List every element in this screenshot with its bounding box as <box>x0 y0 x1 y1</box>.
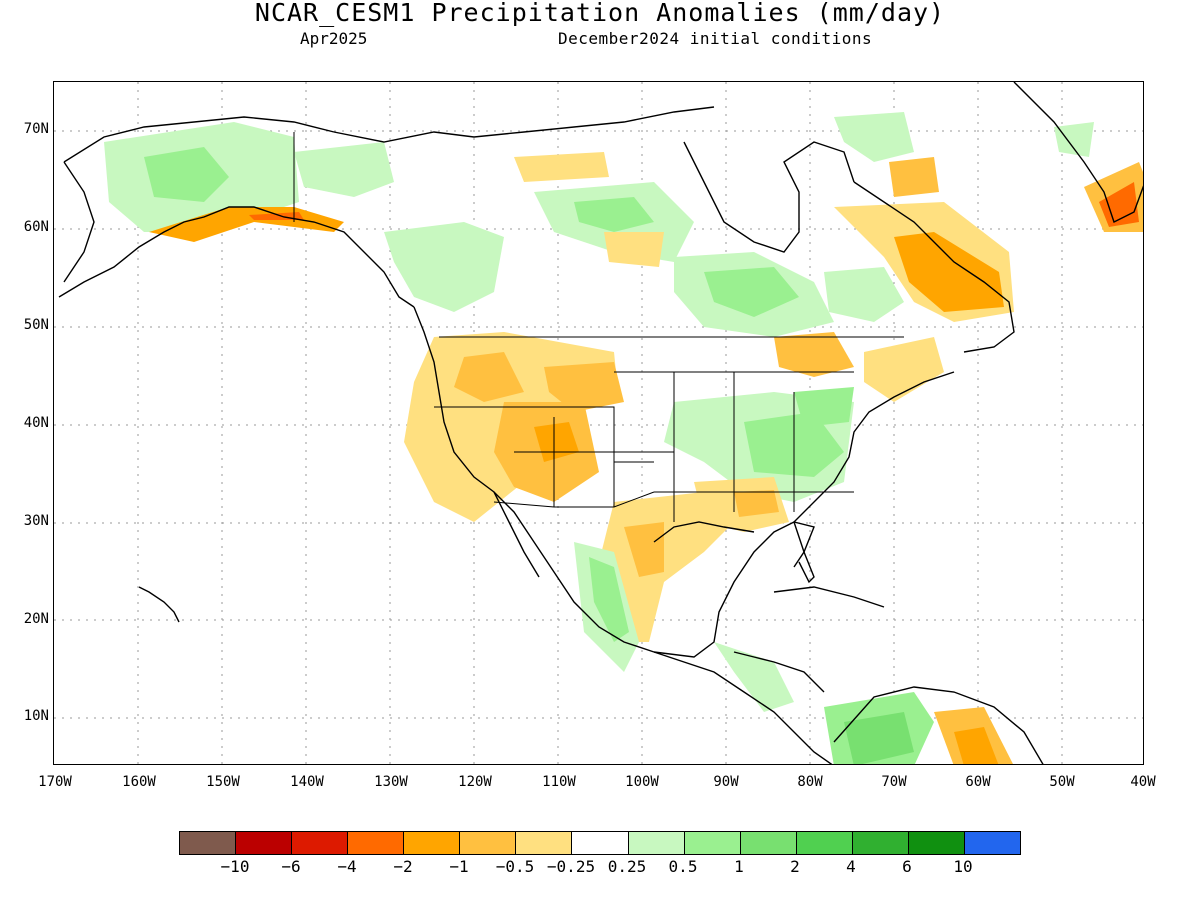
colorbar-label: 1 <box>734 857 744 876</box>
colorbar-label: −1 <box>449 857 469 876</box>
colorbar-swatch <box>460 832 517 854</box>
lat-label-30n: 30N <box>23 513 49 529</box>
colorbar-swatch <box>180 832 237 854</box>
lon-label-70w: 70W <box>881 774 907 790</box>
lon-label-170w: 170W <box>38 774 72 790</box>
initial-conditions: December2024 initial conditions <box>558 29 873 48</box>
lon-label-110w: 110W <box>542 774 576 790</box>
colorbar-label: 4 <box>846 857 856 876</box>
lat-label-70n: 70N <box>23 121 49 137</box>
lat-label-20n: 20N <box>23 611 49 627</box>
colorbar-swatch <box>404 832 461 854</box>
colorbar-label: 0.25 <box>607 857 647 876</box>
lon-label-140w: 140W <box>290 774 324 790</box>
lon-label-120w: 120W <box>458 774 492 790</box>
lon-label-50w: 50W <box>1049 774 1075 790</box>
forecast-month: Apr2025 <box>300 29 368 48</box>
colorbar-label: 6 <box>902 857 912 876</box>
colorbar-swatch <box>740 832 797 854</box>
colorbar <box>179 831 1021 855</box>
colorbar-label: −2 <box>393 857 413 876</box>
lon-label-40w: 40W <box>1130 774 1156 790</box>
colorbar-swatch <box>908 832 965 854</box>
colorbar-swatch <box>628 832 685 854</box>
colorbar-swatch <box>516 832 573 854</box>
lon-label-60w: 60W <box>965 774 991 790</box>
colorbar-swatch <box>852 832 909 854</box>
coastlines <box>58 82 1143 764</box>
colorbar-swatch <box>964 832 1020 854</box>
colorbar-label: 10 <box>953 857 973 876</box>
colorbar-swatch <box>348 832 405 854</box>
colorbar-swatch <box>572 832 629 854</box>
political-boundaries <box>293 132 904 522</box>
lon-label-90w: 90W <box>713 774 739 790</box>
colorbar-label: −0.5 <box>495 857 535 876</box>
colorbar-swatch <box>292 832 349 854</box>
colorbar-label: −10 <box>220 857 250 876</box>
lon-label-150w: 150W <box>206 774 240 790</box>
anomaly-shading <box>104 112 1143 764</box>
map-panel <box>53 81 1144 765</box>
colorbar-swatch <box>684 832 741 854</box>
colorbar-label: −4 <box>337 857 357 876</box>
colorbar-label: 2 <box>790 857 800 876</box>
lon-label-80w: 80W <box>797 774 823 790</box>
lon-label-160w: 160W <box>122 774 156 790</box>
colorbar-swatch <box>236 832 293 854</box>
lat-label-60n: 60N <box>23 219 49 235</box>
colorbar-label: −0.25 <box>546 857 596 876</box>
map-title: NCAR_CESM1 Precipitation Anomalies (mm/d… <box>254 0 946 27</box>
precipitation-map <box>54 82 1143 764</box>
lon-label-100w: 100W <box>625 774 659 790</box>
colorbar-label: 0.5 <box>668 857 698 876</box>
lon-label-130w: 130W <box>374 774 408 790</box>
colorbar-label: −6 <box>281 857 301 876</box>
lat-label-40n: 40N <box>23 415 49 431</box>
colorbar-swatch <box>796 832 853 854</box>
lat-label-50n: 50N <box>23 317 49 333</box>
lat-label-10n: 10N <box>23 708 49 724</box>
